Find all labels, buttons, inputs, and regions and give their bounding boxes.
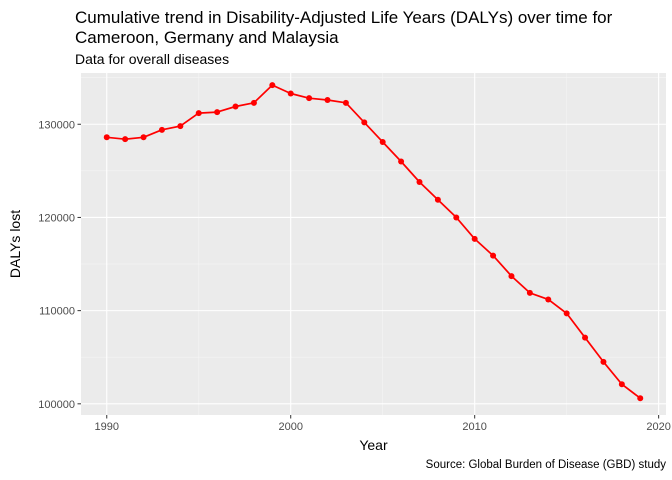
x-axis-title: Year bbox=[359, 437, 388, 453]
y-tick-label: 120000 bbox=[38, 212, 75, 224]
data-point bbox=[582, 334, 589, 341]
minor-gridlines bbox=[81, 73, 666, 415]
data-point bbox=[269, 82, 276, 89]
data-point bbox=[324, 97, 331, 104]
y-tick-label: 100000 bbox=[38, 399, 75, 411]
data-point bbox=[563, 310, 570, 317]
data-point bbox=[600, 358, 607, 365]
x-tick-label: 2000 bbox=[278, 421, 302, 433]
x-tick-label: 2010 bbox=[462, 421, 486, 433]
data-point bbox=[287, 90, 294, 97]
data-point bbox=[232, 103, 239, 110]
x-tick-label: 2020 bbox=[646, 421, 670, 433]
y-tick-label: 130000 bbox=[38, 119, 75, 131]
data-point bbox=[122, 136, 129, 143]
data-point bbox=[214, 109, 221, 116]
data-point bbox=[379, 138, 386, 145]
data-point bbox=[545, 296, 552, 303]
chart-title: Cumulative trend in Disability-Adjusted … bbox=[75, 8, 613, 47]
major-gridlines bbox=[81, 73, 666, 415]
y-tick-label: 110000 bbox=[39, 306, 75, 318]
x-axis: 1990 2000 2010 2020 bbox=[95, 415, 671, 433]
data-point bbox=[490, 252, 497, 259]
data-point bbox=[637, 395, 644, 402]
data-point bbox=[398, 158, 405, 165]
data-point bbox=[508, 273, 515, 280]
plot-panel bbox=[81, 73, 666, 415]
data-point bbox=[434, 196, 441, 203]
series-line bbox=[106, 84, 641, 399]
y-axis-title: DALYs lost bbox=[7, 210, 23, 278]
data-point bbox=[306, 95, 313, 102]
chart-subtitle: Data for overall diseases bbox=[75, 51, 230, 67]
data-point bbox=[342, 99, 349, 106]
data-point bbox=[103, 134, 110, 141]
data-point bbox=[140, 134, 147, 141]
data-point bbox=[361, 119, 368, 126]
data-point bbox=[250, 99, 257, 106]
data-point bbox=[453, 214, 460, 221]
y-axis: 100000 110000 120000 130000 bbox=[38, 119, 81, 411]
data-point bbox=[416, 179, 423, 186]
chart-caption: Source: Global Burden of Disease (GBD) s… bbox=[425, 459, 666, 471]
data-point bbox=[177, 123, 184, 130]
data-point bbox=[526, 289, 533, 296]
data-point bbox=[618, 381, 625, 388]
series-layer bbox=[103, 82, 644, 402]
data-point bbox=[471, 235, 478, 242]
data-point bbox=[195, 110, 202, 117]
x-tick-label: 1990 bbox=[95, 421, 119, 433]
data-point bbox=[158, 126, 165, 133]
